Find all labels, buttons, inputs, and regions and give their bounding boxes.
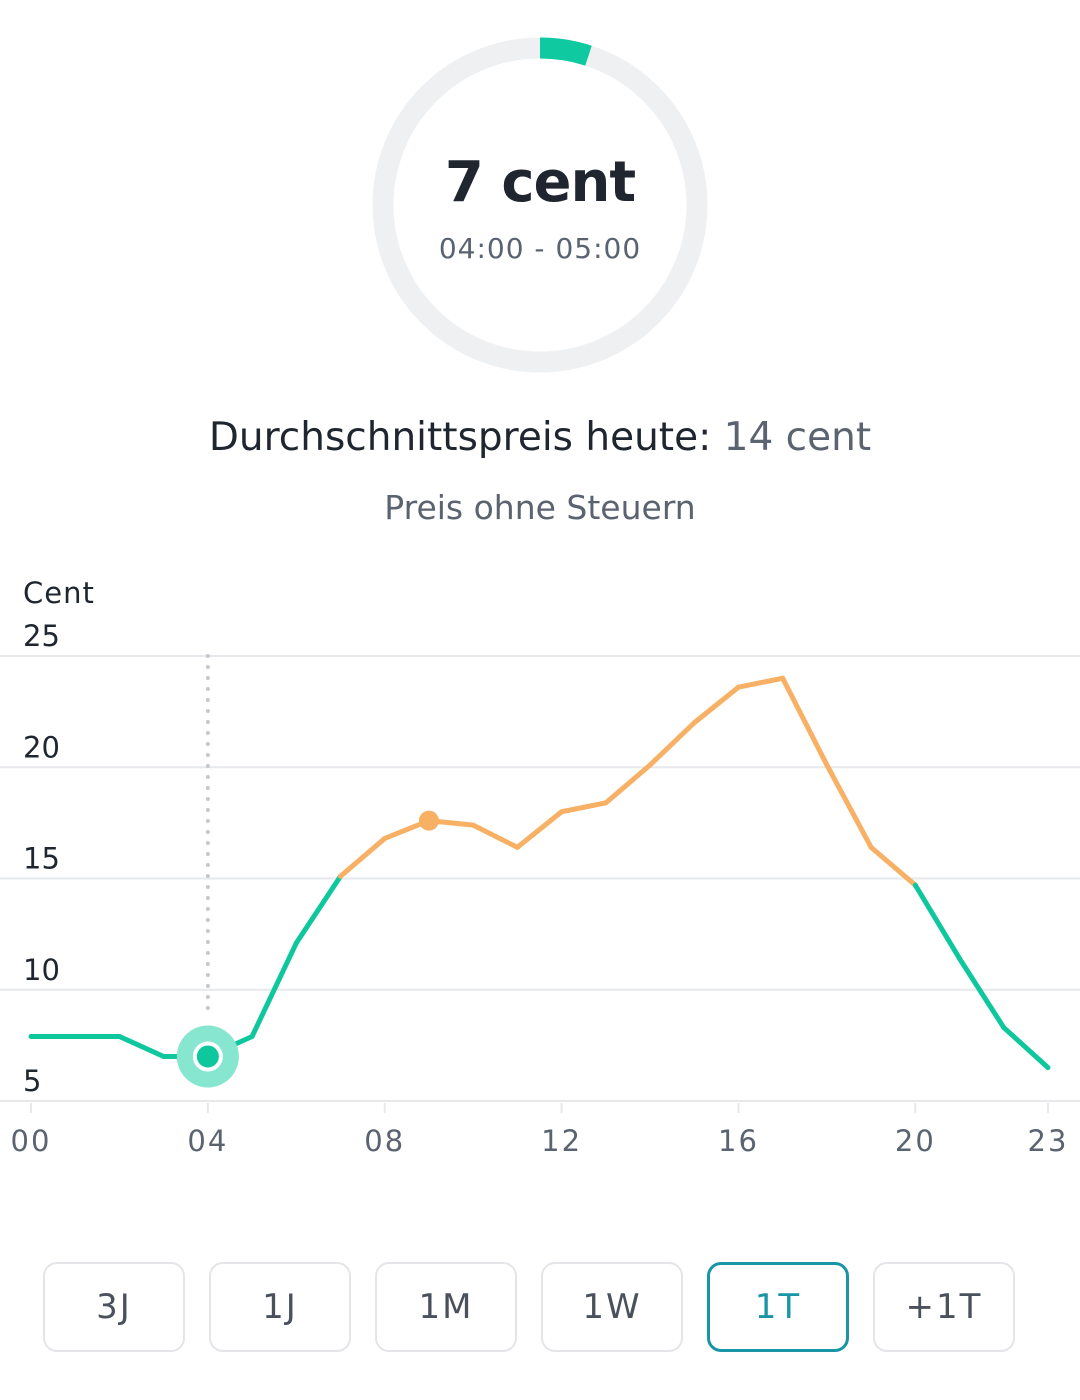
range-button-label: 1T xyxy=(754,1287,802,1327)
x-tick-label: 16 xyxy=(718,1124,759,1158)
price-line-segment xyxy=(116,1033,167,1059)
average-price-label: Durchschnittspreis heute: xyxy=(208,415,712,460)
marked-point xyxy=(418,810,439,831)
price-line-segment xyxy=(780,675,830,768)
range-button-label: 1W xyxy=(582,1287,642,1327)
current-time-range: 04:00 - 05:00 xyxy=(438,232,642,265)
price-line-segment xyxy=(647,720,697,768)
price-line-segment xyxy=(824,762,874,850)
x-tick-label: 23 xyxy=(1028,1124,1069,1158)
x-tick-label: 00 xyxy=(11,1124,52,1158)
price-line-segment xyxy=(691,684,741,726)
range-button-1m[interactable]: 1M xyxy=(375,1262,517,1352)
price-note: Preis ohne Steuern xyxy=(384,488,696,527)
price-line-segment xyxy=(868,844,918,888)
range-button-1j[interactable]: 1J xyxy=(209,1262,351,1352)
range-button-label: 1J xyxy=(262,1287,298,1327)
range-button-label: +1T xyxy=(905,1287,983,1327)
y-tick-label: 25 xyxy=(23,619,60,653)
x-tick-label: 04 xyxy=(187,1124,228,1158)
price-line-segment xyxy=(603,762,653,806)
price-line-segment xyxy=(559,800,609,815)
y-tick-label: 20 xyxy=(23,730,60,764)
average-price: Durchschnittspreis heute: 14 cent xyxy=(0,415,1080,460)
price-line-segment xyxy=(338,835,388,879)
price-line-segment xyxy=(470,822,520,850)
current-price: 7 cent xyxy=(444,150,636,215)
average-price-value: 14 cent xyxy=(723,415,872,460)
x-tick-label: 20 xyxy=(895,1124,936,1158)
price-line-segment xyxy=(957,956,1007,1031)
x-tick-label: 12 xyxy=(541,1124,582,1158)
y-tick-label: 10 xyxy=(23,953,60,987)
range-selector: 3J 1J 1M 1W 1T +1T xyxy=(43,1262,1015,1352)
price-line-segment xyxy=(293,873,344,946)
price-gauge xyxy=(372,37,708,373)
range-button-1t[interactable]: 1T xyxy=(707,1262,849,1352)
price-line-segment xyxy=(249,940,299,1039)
price-line-segment xyxy=(912,882,963,962)
price-chart[interactable]: Cent 25 20 15 10 5 00 04 08 12 16 20 23 xyxy=(0,570,1080,1170)
price-line-segment xyxy=(1001,1025,1051,1071)
x-tick-label: 08 xyxy=(364,1124,405,1158)
range-button-1w[interactable]: 1W xyxy=(541,1262,683,1352)
range-button-3j[interactable]: 3J xyxy=(43,1262,185,1352)
y-axis-label: Cent xyxy=(23,576,95,610)
y-tick-label: 5 xyxy=(23,1064,41,1098)
range-button-label: 3J xyxy=(96,1287,132,1327)
range-button-label: 1M xyxy=(418,1287,474,1327)
price-line-segment xyxy=(735,675,786,690)
price-line-segment xyxy=(514,809,565,850)
selected-point xyxy=(192,1041,223,1072)
range-button-plus1t[interactable]: +1T xyxy=(873,1262,1015,1352)
gauge-fill xyxy=(372,37,708,373)
y-tick-label: 15 xyxy=(23,842,60,876)
